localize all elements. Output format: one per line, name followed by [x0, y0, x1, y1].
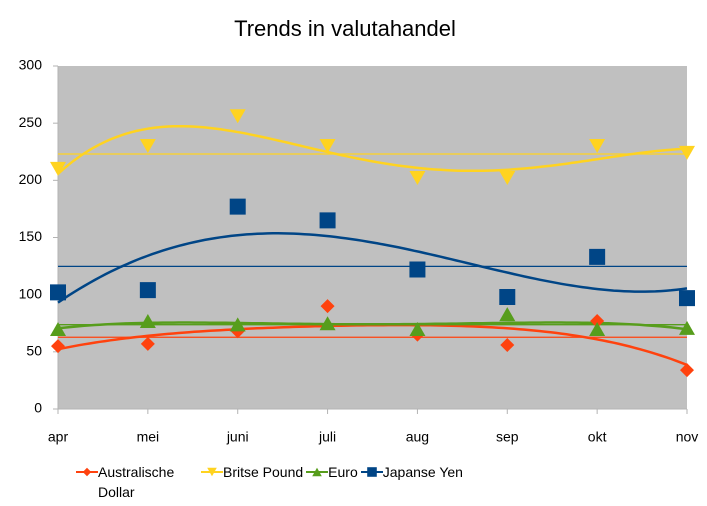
- marker: [319, 316, 336, 331]
- marker: [139, 282, 156, 299]
- marker: [50, 161, 66, 176]
- legend-item: Japanse Yen: [360, 462, 463, 482]
- marker: [229, 198, 246, 215]
- x-tick-label: juli: [318, 429, 336, 445]
- marker: [319, 139, 336, 154]
- marker: [229, 317, 246, 332]
- marker: [409, 261, 426, 278]
- legend-marker: [312, 467, 322, 477]
- marker: [499, 171, 516, 186]
- legend-item: Australische Dollar: [76, 462, 198, 502]
- x-tick-label: juni: [226, 429, 249, 445]
- x-tick-label: mei: [137, 429, 160, 445]
- y-tick-label: 0: [34, 400, 42, 416]
- legend-label: Britse Pound: [223, 464, 304, 480]
- marker: [499, 307, 516, 322]
- chart: Trends in valutahandel 0 50 100 150 200 250 30…: [19, 16, 699, 445]
- legend-marker: [207, 467, 217, 477]
- marker: [312, 467, 322, 477]
- y-tick-label: 100: [19, 285, 43, 301]
- x-tick-label: okt: [588, 429, 607, 445]
- legend-label: Euro: [328, 464, 358, 480]
- trend-line: [57, 321, 688, 331]
- marker: [140, 336, 155, 351]
- marker: [139, 139, 156, 154]
- marker: [589, 321, 606, 336]
- y-tick-label: 50: [26, 343, 42, 359]
- marker: [589, 248, 606, 265]
- marker: [319, 212, 336, 229]
- plot-area: [58, 66, 687, 409]
- y-tick-label: 150: [19, 228, 43, 244]
- marker: [680, 363, 694, 378]
- legend-icon: [201, 467, 223, 477]
- marker: [590, 313, 605, 328]
- marker: [500, 337, 515, 352]
- x-tick-label: nov: [676, 429, 699, 445]
- marker: [139, 313, 156, 328]
- marker: [207, 467, 217, 477]
- legend-item: Britse Pound: [201, 462, 303, 482]
- marker: [320, 299, 335, 314]
- x-tick-label: sep: [496, 429, 519, 445]
- marker: [409, 321, 426, 336]
- legend-marker: [366, 467, 377, 477]
- marker: [589, 139, 606, 154]
- marker: [499, 288, 516, 305]
- marker: [50, 284, 66, 301]
- marker: [409, 171, 426, 186]
- y-tick-label: 200: [19, 171, 43, 187]
- marker: [50, 321, 66, 336]
- x-tick-label: aug: [406, 429, 429, 445]
- legend-label: Japanse Yen: [382, 464, 463, 480]
- marker: [679, 145, 695, 160]
- trend-line: [57, 124, 688, 175]
- legend: Australische Dollar Britse Pound Euro Japan…: [76, 462, 466, 502]
- legend-icon: [360, 467, 383, 477]
- legend-item: Euro: [306, 462, 358, 482]
- marker: [679, 320, 695, 335]
- x-tick-label: apr: [48, 429, 69, 445]
- marker: [679, 290, 695, 307]
- trend-line: [57, 232, 688, 304]
- y-tick-label: 300: [19, 57, 43, 73]
- marker: [366, 467, 377, 477]
- marker: [229, 109, 246, 124]
- chart-title: Trends in valutahandel: [234, 16, 456, 41]
- y-tick-label: 250: [19, 114, 43, 130]
- marker: [82, 467, 92, 477]
- legend-marker: [82, 467, 92, 477]
- legend-icon: [76, 467, 98, 477]
- legend-label: Australische Dollar: [98, 464, 175, 500]
- marker: [51, 339, 65, 354]
- legend-icon: [306, 467, 329, 477]
